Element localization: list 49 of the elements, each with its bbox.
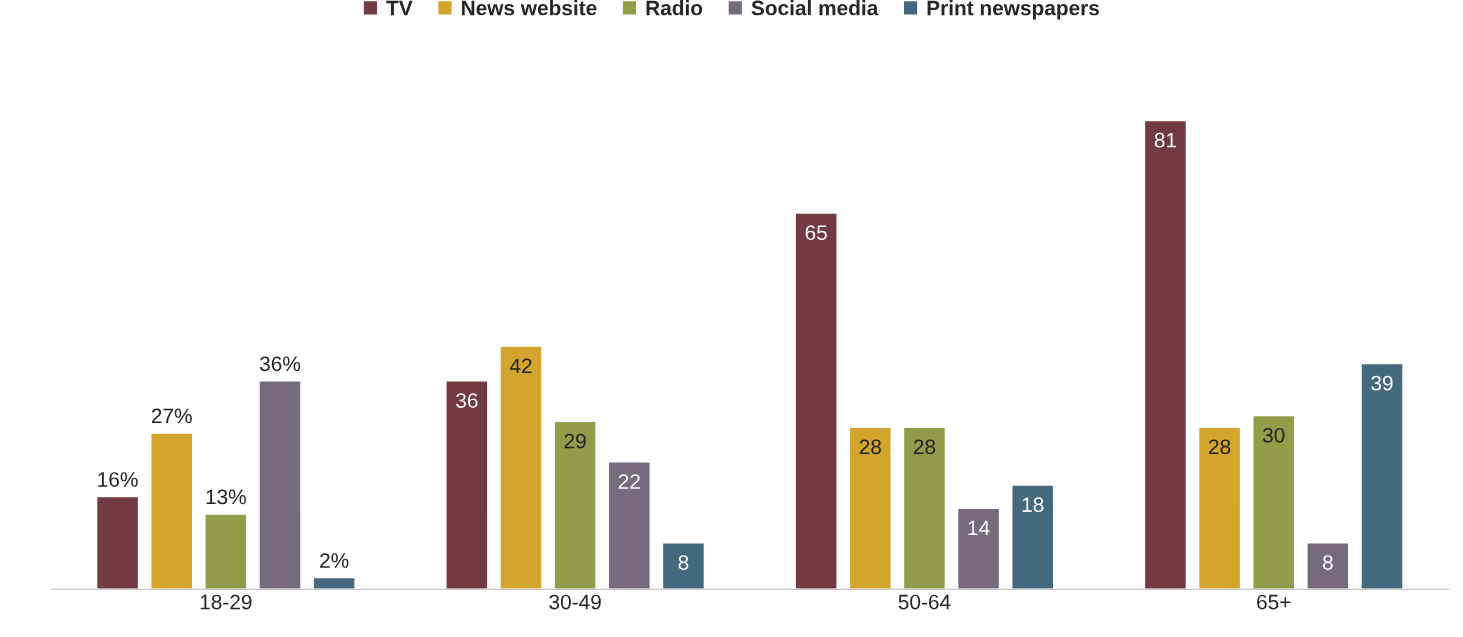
bar <box>95 495 140 590</box>
bar <box>902 426 947 590</box>
bar <box>499 345 543 590</box>
data-label: 36 <box>456 393 478 408</box>
data-label: 30 <box>1262 427 1285 443</box>
bar <box>258 380 302 590</box>
bar <box>661 542 706 590</box>
data-label: 16% <box>98 472 138 487</box>
data-label: 42 <box>509 358 532 373</box>
data-label: 2% <box>320 553 349 568</box>
bar <box>607 461 651 590</box>
bar <box>956 507 1001 590</box>
data-label: 22 <box>618 474 640 489</box>
bar <box>553 420 597 590</box>
bar <box>1252 414 1296 590</box>
data-label: 28 <box>913 439 936 455</box>
data-label: 28 <box>1209 439 1231 455</box>
data-label: 13% <box>206 489 246 505</box>
data-label: 29 <box>564 433 586 449</box>
bar <box>150 432 194 590</box>
bar <box>312 576 356 590</box>
data-label: 18 <box>1022 497 1044 513</box>
data-label: 36% <box>259 356 301 372</box>
bar <box>1306 542 1350 590</box>
legend-label: TV <box>386 0 413 16</box>
x-tick-label: 50-64 <box>898 594 951 610</box>
data-label: 39 <box>1371 375 1393 391</box>
data-label: 65 <box>805 225 827 241</box>
data-label: 8 <box>1322 555 1333 570</box>
x-tick-label: 65+ <box>1257 594 1291 610</box>
data-label: 27% <box>151 408 192 424</box>
bar <box>445 380 489 590</box>
legend-label: Social media <box>751 0 879 16</box>
data-label: 14 <box>968 520 990 536</box>
legend-label: Radio <box>646 0 703 16</box>
bar <box>204 513 248 590</box>
x-tick-label: 30-49 <box>549 594 601 610</box>
bar <box>1011 484 1055 590</box>
legend-label: Print newspapers <box>927 0 1100 20</box>
data-label: 81 <box>1154 132 1177 148</box>
bar <box>794 212 838 590</box>
legend-label: News website <box>461 0 597 16</box>
data-label: 8 <box>678 555 689 570</box>
x-tick-label: 18-29 <box>200 594 252 610</box>
bar <box>848 426 892 590</box>
bar <box>1197 426 1242 590</box>
bar <box>1143 119 1188 590</box>
data-label: 28 <box>859 439 881 455</box>
bar <box>1360 362 1404 590</box>
